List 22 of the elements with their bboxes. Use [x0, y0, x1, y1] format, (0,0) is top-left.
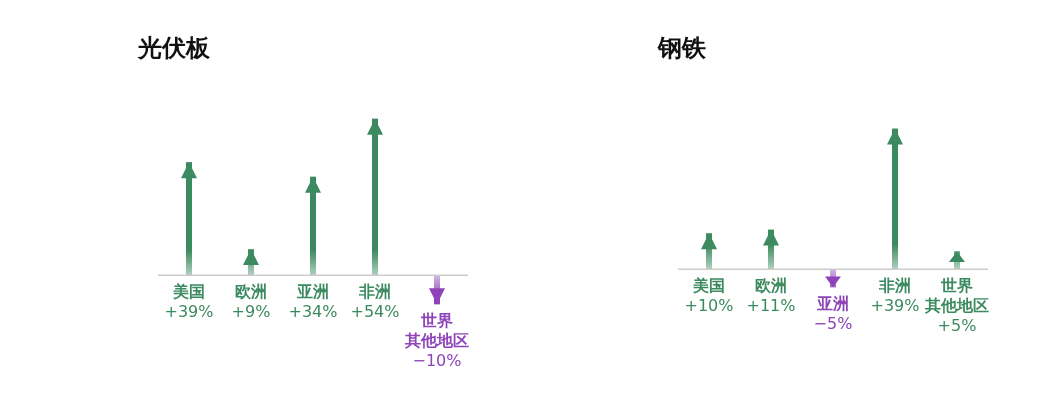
category-label: 美国: [693, 276, 725, 296]
category-label: 亚洲: [297, 282, 329, 302]
category-label: 美国: [173, 282, 205, 302]
category-label: 世界其他地区: [405, 311, 469, 351]
category-label: 欧洲: [235, 282, 267, 302]
data-label: +54%: [350, 302, 400, 322]
data-label: +39%: [870, 296, 920, 316]
data-label: +9%: [231, 302, 271, 322]
category-label: 亚洲: [817, 294, 849, 314]
category-label: 欧洲: [755, 276, 787, 296]
data-label: +5%: [937, 316, 977, 336]
data-label: −10%: [412, 351, 462, 371]
data-label: +10%: [684, 296, 734, 316]
chart-title: 光伏板: [138, 33, 210, 64]
data-label: +39%: [164, 302, 214, 322]
category-label: 非洲: [879, 276, 911, 296]
data-label: −5%: [813, 314, 853, 334]
category-label: 世界其他地区: [925, 276, 989, 316]
category-label: 非洲: [359, 282, 391, 302]
chart-title: 钢铁: [658, 33, 706, 64]
data-label: +11%: [746, 296, 796, 316]
data-label: +34%: [288, 302, 338, 322]
